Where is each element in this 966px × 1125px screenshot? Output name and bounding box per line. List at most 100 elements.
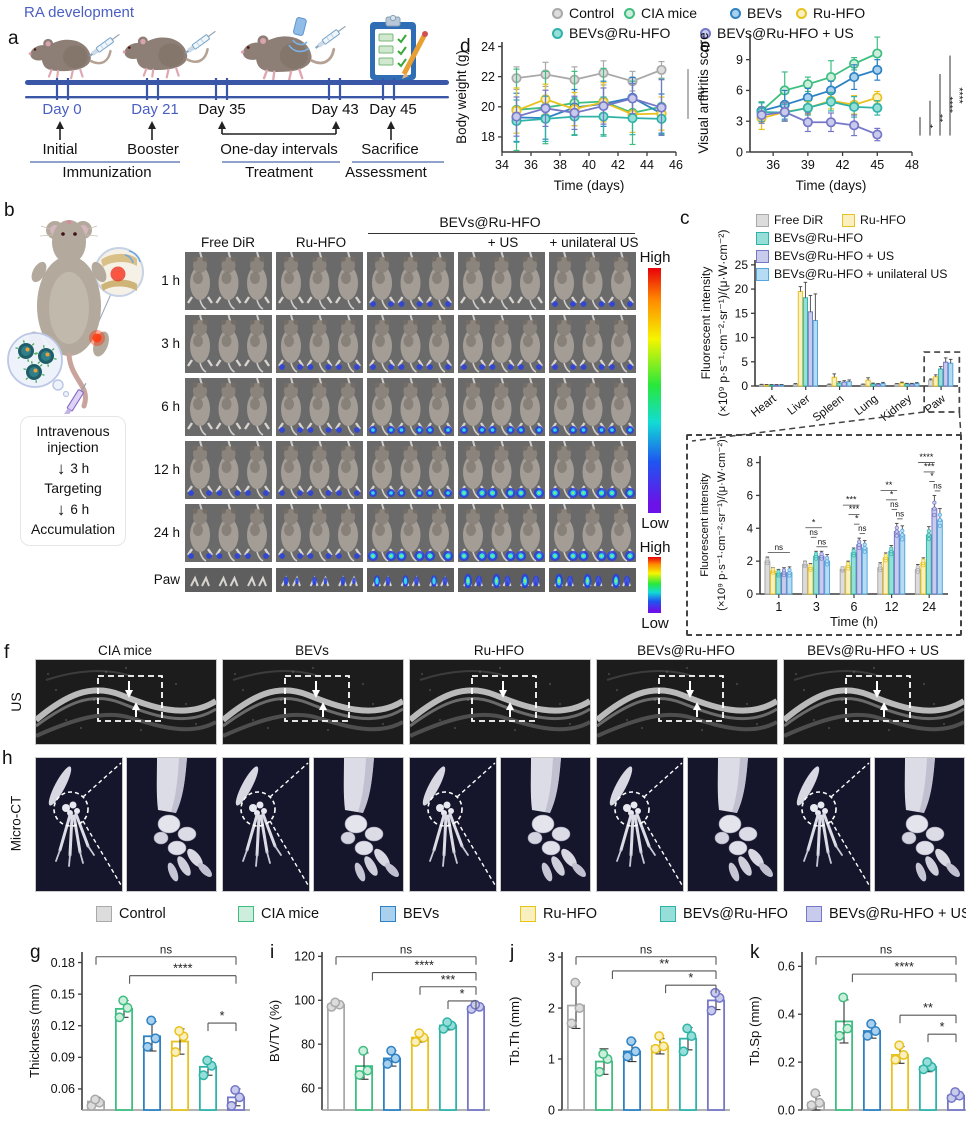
svg-text:100: 100: [294, 994, 315, 1008]
mice-fluorescence-image: [458, 503, 545, 562]
down-arrow-icon: ↓: [56, 500, 66, 519]
svg-text:***: ***: [846, 495, 857, 505]
bar-BEVs: [862, 1030, 882, 1111]
svg-text:36: 36: [524, 158, 538, 172]
svg-text:46: 46: [669, 158, 683, 172]
svg-text:2: 2: [548, 1001, 555, 1015]
flow-step-2: Targeting: [44, 480, 102, 496]
panel-letter-f: f: [4, 642, 10, 663]
flow-time-1: 3 h: [70, 460, 90, 476]
event-sacrifice: Sacrifice: [361, 141, 419, 158]
flow-step-1b: injection: [47, 438, 99, 455]
svg-text:Spleen: Spleen: [811, 393, 847, 425]
svg-text:Tb.Th (mm): Tb.Th (mm): [507, 997, 522, 1066]
flow-time-2: 6 h: [70, 501, 90, 517]
legend-marker-bevs: [730, 8, 741, 19]
svg-text:10: 10: [735, 331, 749, 345]
svg-text:0.09: 0.09: [51, 1051, 75, 1065]
svg-text:3: 3: [813, 600, 820, 614]
grid-row-3h: 3 h: [161, 336, 180, 351]
svg-text:****: ****: [414, 959, 434, 973]
svg-text:34: 34: [495, 158, 509, 172]
b-legend-marker-bevsru-us: [806, 906, 822, 922]
paw-fluorescence-image: [549, 568, 636, 592]
svg-text:5: 5: [741, 355, 748, 369]
b-legend-label-cia: CIA mice: [261, 906, 320, 922]
syringe-icon: [184, 30, 216, 54]
legend-label-bevsru-us: BEVs@Ru-HFO + US: [717, 25, 854, 41]
mice-fluorescence-image: [185, 377, 272, 436]
panel-letter-b: b: [4, 200, 15, 221]
svg-text:Heart: Heart: [749, 392, 779, 419]
svg-text:ns: ns: [818, 537, 826, 546]
mice-fluorescence-image: [276, 503, 363, 562]
svg-text:0.12: 0.12: [51, 1019, 75, 1033]
svg-text:0: 0: [736, 145, 743, 159]
timeline-day-45: Day 45: [369, 101, 417, 118]
svg-text:*: *: [930, 471, 934, 481]
event-one-day-intervals: One-day intervals: [220, 141, 338, 158]
c-legend-label-bevsru: BEVs@Ru-HFO: [774, 231, 864, 245]
svg-text:****: ****: [943, 97, 955, 113]
svg-text:***: ***: [924, 461, 935, 471]
mice-fluorescence-image: [458, 377, 545, 436]
svg-text:**: **: [933, 114, 945, 122]
svg-text:38: 38: [553, 158, 567, 172]
grid-row-12h: 12 h: [153, 462, 180, 477]
paw-fluorescence-image: [185, 568, 272, 592]
svg-text:*: *: [460, 987, 465, 1001]
svg-text:1: 1: [775, 600, 782, 614]
svg-text:48: 48: [905, 158, 919, 172]
grid-span-line: [368, 233, 635, 234]
svg-text:6: 6: [851, 600, 858, 614]
legend-marker-ruhfo: [796, 8, 807, 19]
svg-text:9: 9: [736, 53, 743, 67]
ra-development-title: RA development: [24, 4, 135, 21]
panel-letter-j: j: [510, 942, 515, 963]
b-legend-label-bevsru: BEVs@Ru-HFO: [683, 906, 788, 922]
svg-text:0.06: 0.06: [51, 1082, 75, 1096]
ultrasound-image: [221, 659, 405, 745]
mice-fluorescence-image: [185, 440, 272, 499]
c-legend-marker-ruhfo: [842, 214, 855, 227]
mice-fluorescence-image: [185, 503, 272, 562]
svg-text:Paw: Paw: [923, 392, 949, 416]
svg-text:ns: ns: [880, 945, 892, 957]
c-legend-marker-unilateral: [756, 268, 769, 281]
ultrasound-image: [408, 659, 592, 745]
svg-text:3: 3: [736, 115, 743, 129]
svg-text:Fluorescent intensity: Fluorescent intensity: [699, 266, 713, 380]
c-legend-label-free-dir: Free DiR: [774, 213, 824, 227]
mice-fluorescence-image: [367, 251, 454, 310]
svg-text:25: 25: [735, 258, 749, 272]
timeline-bar: [25, 78, 449, 100]
svg-text:*: *: [855, 514, 859, 524]
flow-step-3: Accumulation: [30, 521, 116, 538]
b-legend-marker-ruhfo: [520, 906, 536, 922]
svg-text:Time (days): Time (days): [554, 178, 625, 193]
mice-fluorescence-image: [367, 503, 454, 562]
svg-text:20: 20: [481, 100, 495, 114]
vesicle-bubble: [7, 332, 70, 398]
svg-text:BV/TV (%): BV/TV (%): [267, 1000, 282, 1062]
phase-immunization: Immunization: [62, 164, 152, 181]
bar-BEVs@Ru-HFO + US: [706, 999, 726, 1111]
micro-ct-foot-image: [35, 757, 123, 892]
mice-fluorescence-image: [185, 314, 272, 373]
timeline-day-21: Day 21: [131, 101, 179, 118]
fluorescence-colorbar: [648, 268, 661, 513]
svg-text:0.4: 0.4: [778, 1008, 795, 1022]
grid-row-6h: 6 h: [161, 399, 180, 414]
svg-text:ns: ns: [896, 509, 904, 518]
svg-text:ns: ns: [933, 481, 941, 490]
mice-fluorescence-image: [276, 251, 363, 310]
colorbar-high-label: High: [639, 249, 671, 266]
svg-text:(×10⁹ p·s⁻¹·cm⁻²·sr⁻¹)/(μ·W·cm: (×10⁹ p·s⁻¹·cm⁻²·sr⁻¹)/(μ·W·cm⁻²): [716, 230, 730, 417]
micro-ct-foot-image: [783, 757, 871, 892]
panel-letter-e: e: [700, 36, 711, 57]
grid-span-header: BEVs@Ru-HFO: [439, 214, 541, 230]
bar-Ru-HFO: [410, 1036, 430, 1111]
